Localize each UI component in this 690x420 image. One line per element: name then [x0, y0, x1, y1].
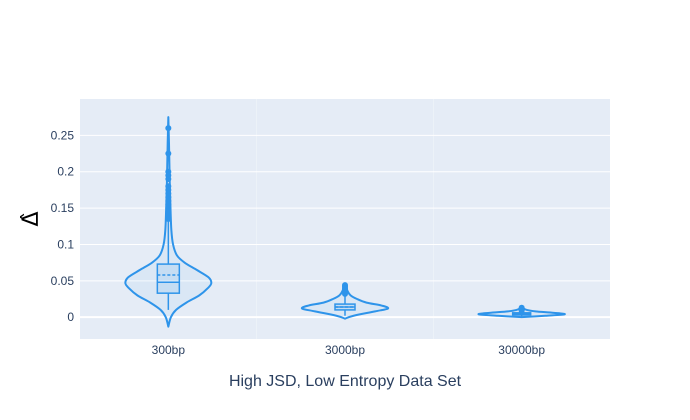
x-axis-title: High JSD, Low Entropy Data Set — [229, 373, 462, 390]
y-tick-label: 0.2 — [57, 165, 74, 179]
violins-layer — [124, 116, 566, 328]
y-tick-label: 0.05 — [51, 274, 75, 288]
outlier-point — [342, 282, 348, 289]
violin-300bp — [124, 116, 213, 328]
outlier-point — [165, 150, 172, 157]
y-axis-title: Δ̂ — [19, 211, 44, 226]
outlier-point — [165, 168, 172, 175]
x-axis-ticks: 300bp 3000bp 30000bp — [152, 343, 546, 357]
y-tick-label: 0.25 — [51, 128, 75, 142]
y-tick-label: 0 — [67, 310, 74, 324]
outlier-point — [165, 183, 172, 190]
violin-30000bp — [477, 304, 566, 319]
x-tick-label: 30000bp — [498, 343, 545, 357]
outlier-point — [518, 304, 525, 311]
iqr-box — [156, 263, 181, 294]
x-tick-label: 300bp — [152, 343, 186, 357]
violin-3000bp — [300, 282, 390, 320]
y-tick-label: 0.15 — [51, 201, 75, 215]
outlier-point — [165, 125, 172, 132]
x-tick-label: 3000bp — [325, 343, 365, 357]
y-axis-ticks: 0 0.05 0.1 0.15 0.2 0.25 — [51, 128, 75, 324]
y-tick-label: 0.1 — [57, 237, 74, 251]
